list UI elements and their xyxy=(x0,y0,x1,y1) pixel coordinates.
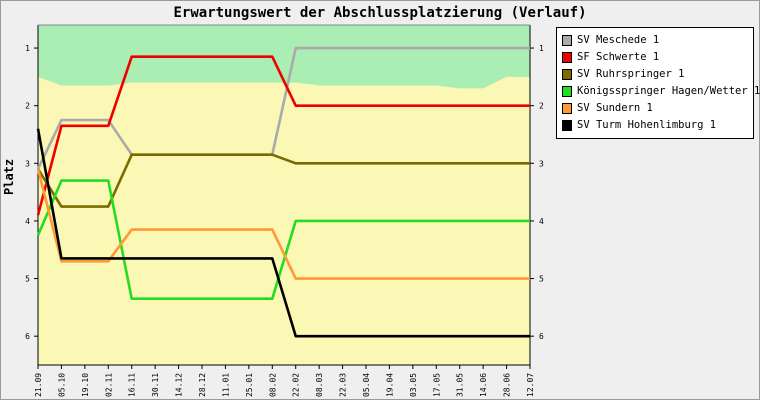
legend: SV Meschede 1 SF Schwerte 1 SV Ruhrspringe… xyxy=(556,27,760,139)
chart-title: Erwartungswert der Abschlussplatzierung … xyxy=(173,5,587,21)
x-tick-label: 31.05 xyxy=(456,373,465,397)
legend-label: SV Ruhrspringer 1 xyxy=(577,68,685,80)
x-tick-label: 08.03 xyxy=(315,373,324,397)
y-tick-label-right: 1 xyxy=(539,44,544,53)
legend-swatch xyxy=(562,102,572,114)
x-tick-label: 05.10 xyxy=(57,373,66,397)
legend-item: Königsspringer Hagen/Wetter 1 xyxy=(562,84,760,98)
series-line xyxy=(36,179,530,301)
x-tick-label: 28.12 xyxy=(198,373,207,397)
legend-label: SV Meschede 1 xyxy=(577,34,660,46)
y-tick-label-right: 4 xyxy=(539,217,544,226)
x-tick-label: 25.01 xyxy=(245,373,254,397)
x-tick-label: 22.02 xyxy=(292,373,301,397)
x-tick-label: 17.05 xyxy=(432,373,441,397)
x-tick-label: 19.04 xyxy=(385,373,394,397)
legend-swatch xyxy=(562,119,572,131)
top-rank-band xyxy=(38,25,530,89)
legend-item: SV Meschede 1 xyxy=(562,33,659,47)
x-tick-label: 22.03 xyxy=(339,373,348,397)
legend-label: SV Sundern 1 xyxy=(577,102,653,114)
legend-label: SV Turm Hohenlimburg 1 xyxy=(577,119,717,131)
legend-item: SV Ruhrspringer 1 xyxy=(562,67,684,81)
x-tick-label: 19.10 xyxy=(81,373,90,397)
y-tick-label: 5 xyxy=(25,275,30,284)
legend-item: SV Sundern 1 xyxy=(562,101,653,115)
legend-swatch xyxy=(562,68,572,80)
y-tick-label: 2 xyxy=(25,102,30,111)
x-tick-label: 02.11 xyxy=(104,373,113,397)
legend-item: SV Turm Hohenlimburg 1 xyxy=(562,118,716,132)
legend-item: SF Schwerte 1 xyxy=(562,50,659,64)
y-tick-label: 1 xyxy=(25,44,30,53)
series-line xyxy=(36,128,530,338)
x-tick-label: 12.07 xyxy=(526,373,535,397)
x-tick-label: 21.09 xyxy=(34,373,43,397)
legend-swatch xyxy=(562,34,572,46)
series-line xyxy=(36,46,530,170)
y-tick-label-right: 2 xyxy=(539,102,544,111)
y-tick-label-right: 5 xyxy=(539,275,544,284)
series-line xyxy=(36,168,530,280)
x-tick-label: 30.11 xyxy=(151,373,160,397)
y-tick-label: 3 xyxy=(25,159,30,168)
legend-swatch xyxy=(562,51,572,63)
legend-swatch xyxy=(562,85,572,97)
x-tick-label: 28.06 xyxy=(503,373,512,397)
legend-label: SF Schwerte 1 xyxy=(577,51,660,63)
y-tick-label: 4 xyxy=(25,217,30,226)
series-line xyxy=(36,55,530,216)
x-tick-label: 05.04 xyxy=(362,373,371,397)
x-tick-label: 08.02 xyxy=(268,373,277,397)
y-tick-label-right: 3 xyxy=(539,159,544,168)
y-tick-label-right: 6 xyxy=(539,332,544,341)
x-tick-label: 14.06 xyxy=(479,373,488,397)
x-tick-label: 11.01 xyxy=(221,373,230,397)
legend-label: Königsspringer Hagen/Wetter 1 xyxy=(577,85,760,97)
x-tick-label: 16.11 xyxy=(128,373,137,397)
series-line xyxy=(36,153,530,208)
y-tick-label: 6 xyxy=(25,332,30,341)
x-tick-label: 03.05 xyxy=(409,373,418,397)
x-tick-label: 14.12 xyxy=(175,373,184,397)
